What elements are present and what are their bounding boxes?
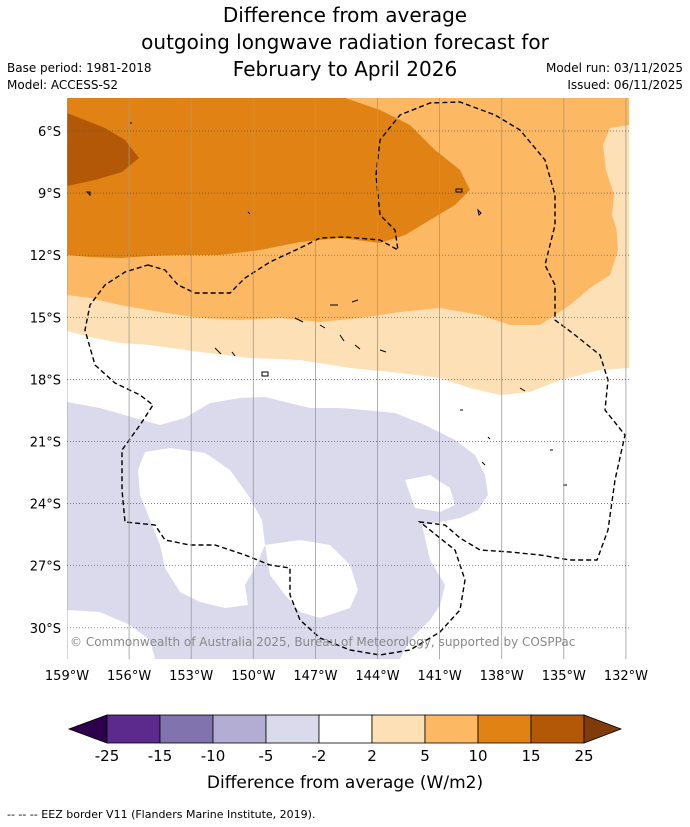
lat-tick-label: 15°S <box>30 311 61 326</box>
island <box>319 324 326 329</box>
colorbar-swatch <box>530 714 585 744</box>
copyright-text: © Commonwealth of Australia 2025, Bureau… <box>70 635 575 649</box>
meta-left: Base period: 1981-2018 Model: ACCESS-S2 <box>7 60 152 94</box>
lat-tick-label: 12°S <box>30 249 61 264</box>
island <box>519 387 526 392</box>
anomaly-field <box>67 98 629 659</box>
colorbar-tick-label: -2 <box>312 747 327 765</box>
neutral-hole-3 <box>405 475 455 512</box>
lon-tick-label: 150°W <box>231 669 275 684</box>
colorbar-tick-label: 25 <box>574 747 593 765</box>
model-run: Model run: 03/11/2025 <box>545 61 683 75</box>
title-line-2: outgoing longwave radiation forecast for <box>141 30 549 54</box>
colorbar-swatch <box>424 714 479 744</box>
title-line-1: Difference from average <box>222 3 468 27</box>
base-period: Base period: 1981-2018 <box>7 61 152 75</box>
island <box>354 344 361 350</box>
colorbar-swatch <box>212 714 267 744</box>
meta-right: Model run: 03/11/2025 Issued: 06/11/2025 <box>546 60 683 94</box>
lon-tick-label: 156°W <box>107 669 151 684</box>
colorbar-tick-label: -5 <box>259 747 274 765</box>
colorbar-under-arrow <box>67 714 108 744</box>
colorbar-swatch <box>318 714 373 744</box>
island <box>294 317 304 323</box>
island <box>214 347 222 355</box>
gridlines <box>67 98 629 659</box>
colorbar-swatch <box>159 714 214 744</box>
lat-tick-label: 6°S <box>38 125 61 140</box>
issued-date: Issued: 06/11/2025 <box>567 78 683 92</box>
lat-tick-label: 18°S <box>30 373 61 388</box>
island <box>231 351 236 357</box>
colorbar-tick-label: -15 <box>148 747 173 765</box>
island <box>261 371 269 377</box>
neutral-hole-2 <box>265 540 358 618</box>
island <box>85 191 91 197</box>
eez-legend: -- -- -- EEZ border V11 (Flanders Marine… <box>7 808 316 821</box>
colorbar-tick-label: 5 <box>420 747 430 765</box>
island <box>339 334 345 342</box>
island <box>351 299 359 303</box>
lat-tick-label: 30°S <box>30 622 61 637</box>
colorbar-tick-label: 2 <box>367 747 377 765</box>
anomaly-10-15-region <box>67 98 470 258</box>
colorbar-tick-label: 10 <box>468 747 487 765</box>
lon-tick-label: 135°W <box>542 669 586 684</box>
colorbar-over-arrow <box>583 714 623 744</box>
colorbar-tick-label: -25 <box>95 747 120 765</box>
anomaly-2-5-east <box>603 125 629 265</box>
title-line-3: February to April 2026 <box>232 57 458 81</box>
chart-title: Difference from average outgoing longwav… <box>0 2 690 83</box>
lon-tick-label: 147°W <box>293 669 337 684</box>
lon-tick-label: 144°W <box>355 669 399 684</box>
colorbar-tick-label: -10 <box>201 747 226 765</box>
colorbar: -25 -15 -10 -5 -2 2 5 10 15 25 <box>67 714 623 765</box>
colorbar-swatch <box>371 714 426 744</box>
map-figure: 159°W 156°W 153°W 150°W 147°W 144°W 141°W 138°W… <box>30 98 648 793</box>
lon-tick-label: 138°W <box>480 669 524 684</box>
lon-tick-label: 159°W <box>45 669 89 684</box>
colorbar-swatch <box>265 714 320 744</box>
island <box>247 211 251 215</box>
lat-tick-label: 24°S <box>30 498 61 513</box>
lon-tick-label: 141°W <box>418 669 462 684</box>
island <box>379 349 387 353</box>
colorbar-label: Difference from average (W/m2) <box>207 773 483 793</box>
island <box>481 461 486 466</box>
colorbar-swatch <box>106 714 161 744</box>
colorbar-tick-label: 15 <box>521 747 540 765</box>
model-name: Model: ACCESS-S2 <box>7 78 119 92</box>
lon-tick-label: 132°W <box>604 669 648 684</box>
island <box>487 436 491 440</box>
eez-border <box>84 101 626 656</box>
neutral-hole-1 <box>138 448 265 608</box>
lat-tick-label: 9°S <box>38 187 61 202</box>
island <box>477 208 482 217</box>
axis-labels: 159°W 156°W 153°W 150°W 147°W 144°W 141°W 138°W… <box>30 125 648 684</box>
lat-tick-label: 27°S <box>30 560 61 575</box>
lon-tick-label: 153°W <box>169 669 213 684</box>
neutral-hole-4 <box>67 610 155 659</box>
island <box>455 188 463 193</box>
islands <box>85 122 567 486</box>
colorbar-swatch <box>477 714 532 744</box>
lat-tick-label: 21°S <box>30 436 61 451</box>
